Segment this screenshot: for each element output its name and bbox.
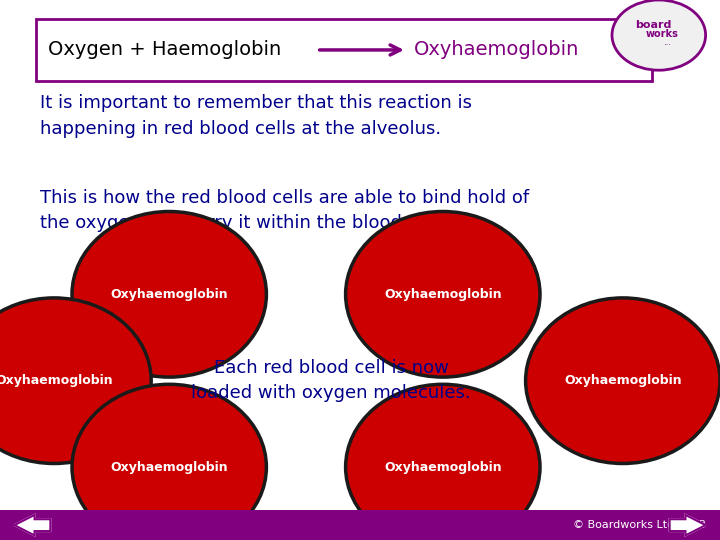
FancyArrow shape	[14, 515, 50, 536]
Text: Oxyhaemoglobin: Oxyhaemoglobin	[110, 288, 228, 301]
Ellipse shape	[72, 212, 266, 377]
Ellipse shape	[346, 212, 540, 377]
Text: works: works	[646, 29, 679, 39]
FancyBboxPatch shape	[36, 19, 652, 81]
Text: Each red blood cell is now
loaded with oxygen molecules.: Each red blood cell is now loaded with o…	[192, 359, 471, 402]
Ellipse shape	[72, 384, 266, 540]
Text: Oxyhaemoglobin: Oxyhaemoglobin	[110, 461, 228, 474]
Text: Oxyhaemoglobin: Oxyhaemoglobin	[564, 374, 682, 387]
Ellipse shape	[526, 298, 720, 463]
Text: © Boardworks Ltd 2003: © Boardworks Ltd 2003	[572, 520, 706, 530]
FancyArrow shape	[670, 515, 706, 536]
Text: Oxyhaemoglobin: Oxyhaemoglobin	[0, 374, 113, 387]
Ellipse shape	[0, 298, 151, 463]
Text: It is important to remember that this reaction is
happening in red blood cells a: It is important to remember that this re…	[40, 94, 472, 138]
Text: Oxygen + Haemoglobin: Oxygen + Haemoglobin	[48, 40, 282, 59]
Ellipse shape	[346, 384, 540, 540]
Text: board: board	[635, 21, 671, 30]
Bar	[0, 510, 720, 540]
Text: Oxyhaemoglobin: Oxyhaemoglobin	[384, 461, 502, 474]
Text: This is how the red blood cells are able to bind hold of
the oxygen and carry it: This is how the red blood cells are able…	[40, 189, 528, 232]
Text: Oxyhaemoglobin: Oxyhaemoglobin	[414, 40, 580, 59]
Text: Oxyhaemoglobin: Oxyhaemoglobin	[384, 288, 502, 301]
Text: ...: ...	[664, 38, 671, 47]
Circle shape	[612, 0, 706, 70]
